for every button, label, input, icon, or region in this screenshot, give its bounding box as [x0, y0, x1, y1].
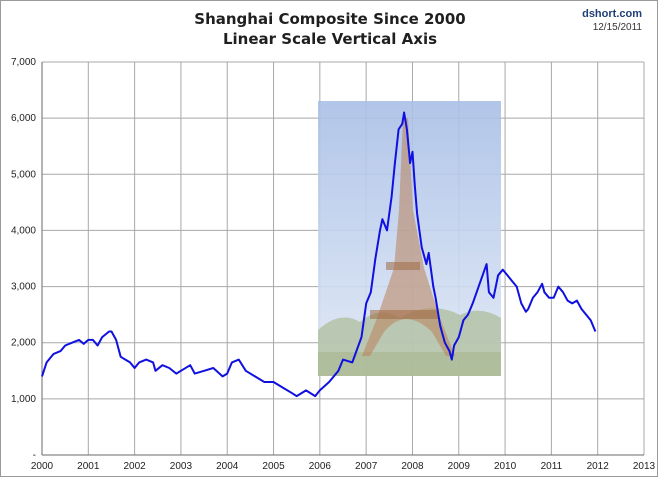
y-tick-label: 5,000	[11, 169, 36, 180]
x-axis-labels: 2000 2001 2002 2003 2004 2005 2006 2007 2008 2009…	[31, 461, 656, 472]
y-axis-labels: - 1,000 2,000 3,000 4,000 5,000 6,000 7,000	[11, 57, 36, 461]
x-tick-label: 2008	[401, 461, 424, 472]
axes	[41, 62, 644, 456]
x-tick-label: 2005	[262, 461, 285, 472]
x-tick-label: 2010	[494, 461, 517, 472]
y-tick-label: 3,000	[11, 282, 36, 293]
y-tick-label: 6,000	[11, 113, 36, 124]
x-tick-label: 2000	[31, 461, 54, 472]
y-tick-label: 1,000	[11, 394, 36, 405]
x-tick-label: 2013	[633, 461, 656, 472]
x-tick-label: 2004	[216, 461, 239, 472]
source-label: dshort.com	[582, 8, 642, 20]
y-tick-label: -	[33, 450, 36, 461]
x-tick-label: 2002	[123, 461, 146, 472]
x-tick-label: 2007	[355, 461, 378, 472]
date-label: 12/15/2011	[592, 22, 642, 33]
x-tick-label: 2012	[587, 461, 610, 472]
x-tick-label: 2011	[541, 461, 563, 472]
series-line	[41, 111, 597, 398]
x-tick-label: 2003	[170, 461, 193, 472]
y-tick-label: 7,000	[11, 57, 36, 68]
x-tick-label: 2009	[448, 461, 471, 472]
chart-title: Shanghai Composite Since 2000	[194, 10, 466, 28]
x-tick-label: 2006	[309, 461, 332, 472]
y-tick-label: 4,000	[11, 225, 36, 236]
y-tick-label: 2,000	[11, 338, 36, 349]
chart-subtitle: Linear Scale Vertical Axis	[222, 30, 438, 48]
x-tick-label: 2001	[77, 461, 100, 472]
eiffel-tower-photo	[318, 101, 501, 376]
